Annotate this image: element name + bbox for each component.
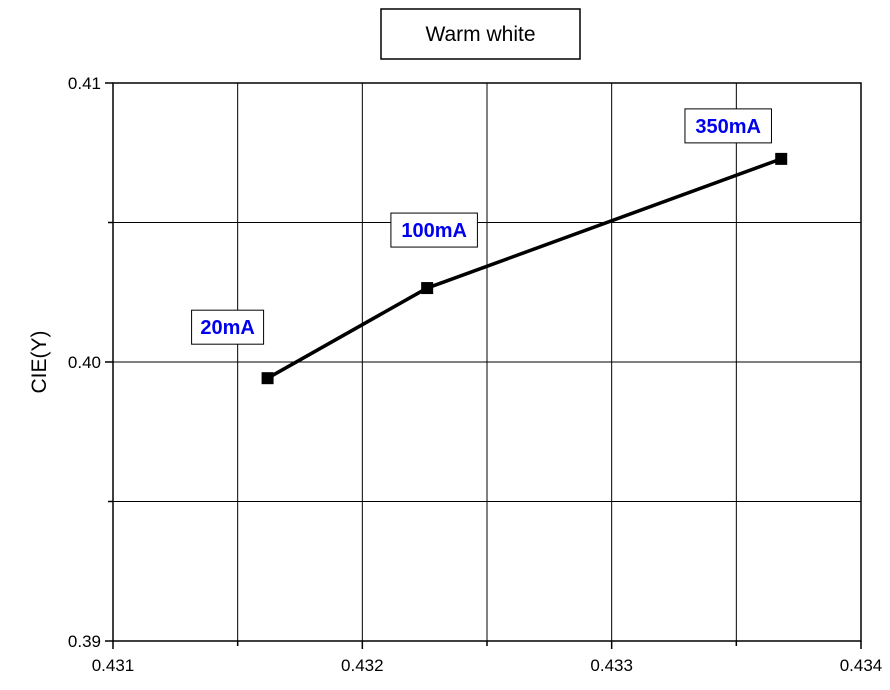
x-tick-label: 0.434: [840, 656, 883, 675]
x-tick-label: 0.431: [92, 656, 135, 675]
annotation-text: 20mA: [200, 317, 254, 339]
y-axis-label: CIE(Y): [28, 331, 51, 394]
data-point-marker: [775, 152, 788, 165]
x-tick-label: 0.433: [590, 656, 633, 675]
annotation-label: 20mA: [191, 309, 265, 345]
data-point-marker: [261, 372, 274, 385]
chart-title-box: Warm white: [380, 8, 581, 60]
annotation-box: [684, 108, 772, 144]
series-line: [266, 157, 782, 380]
annotation-label: 100mA: [390, 212, 478, 248]
annotation-box: [191, 309, 265, 345]
plot-frame: [112, 82, 862, 642]
y-tick-label: 0.39: [68, 632, 101, 651]
axis-ticks: [105, 82, 862, 649]
tick-labels: 0.431 0.432 0.433 0.434 0.39 0.40 0.41: [68, 74, 882, 675]
x-tick-label: 0.432: [341, 656, 384, 675]
annotation-text: 350mA: [695, 116, 761, 138]
data-point-marker: [421, 282, 434, 295]
annotation-label: 350mA: [684, 108, 772, 144]
title-frame: [380, 8, 581, 60]
annotation-text: 100mA: [401, 220, 467, 242]
data-series: [261, 152, 788, 385]
y-tick-label: 0.40: [68, 353, 101, 372]
y-tick-label: 0.41: [68, 74, 101, 93]
chart-title: Warm white: [425, 23, 535, 46]
annotation-box: [390, 212, 478, 248]
annotations: 20mA 100mA 350mA: [191, 108, 772, 345]
grid: [113, 83, 861, 641]
